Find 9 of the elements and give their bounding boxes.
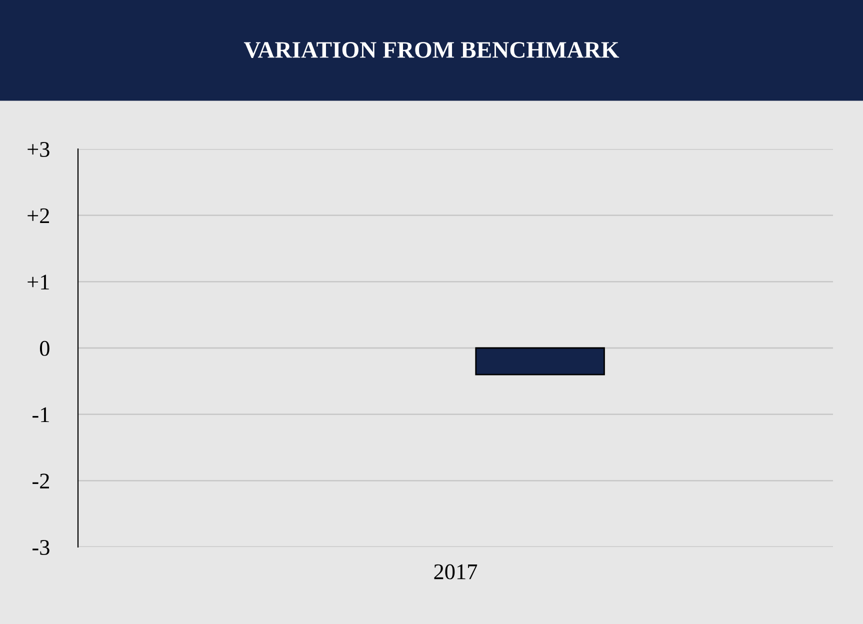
- y-tick-label: -2: [32, 474, 49, 488]
- y-tick-label: -3: [32, 540, 50, 555]
- y-tick-label: -1: [32, 407, 49, 422]
- y-tick-label: +3: [28, 142, 50, 157]
- y-tick-label: +2: [28, 208, 49, 224]
- y-tick-label: 0: [40, 340, 50, 356]
- chart-title: VARIATION FROM BENCHMARK: [244, 42, 620, 58]
- x-tick-label: 2017: [434, 564, 478, 580]
- y-tick-label: +1: [28, 274, 49, 290]
